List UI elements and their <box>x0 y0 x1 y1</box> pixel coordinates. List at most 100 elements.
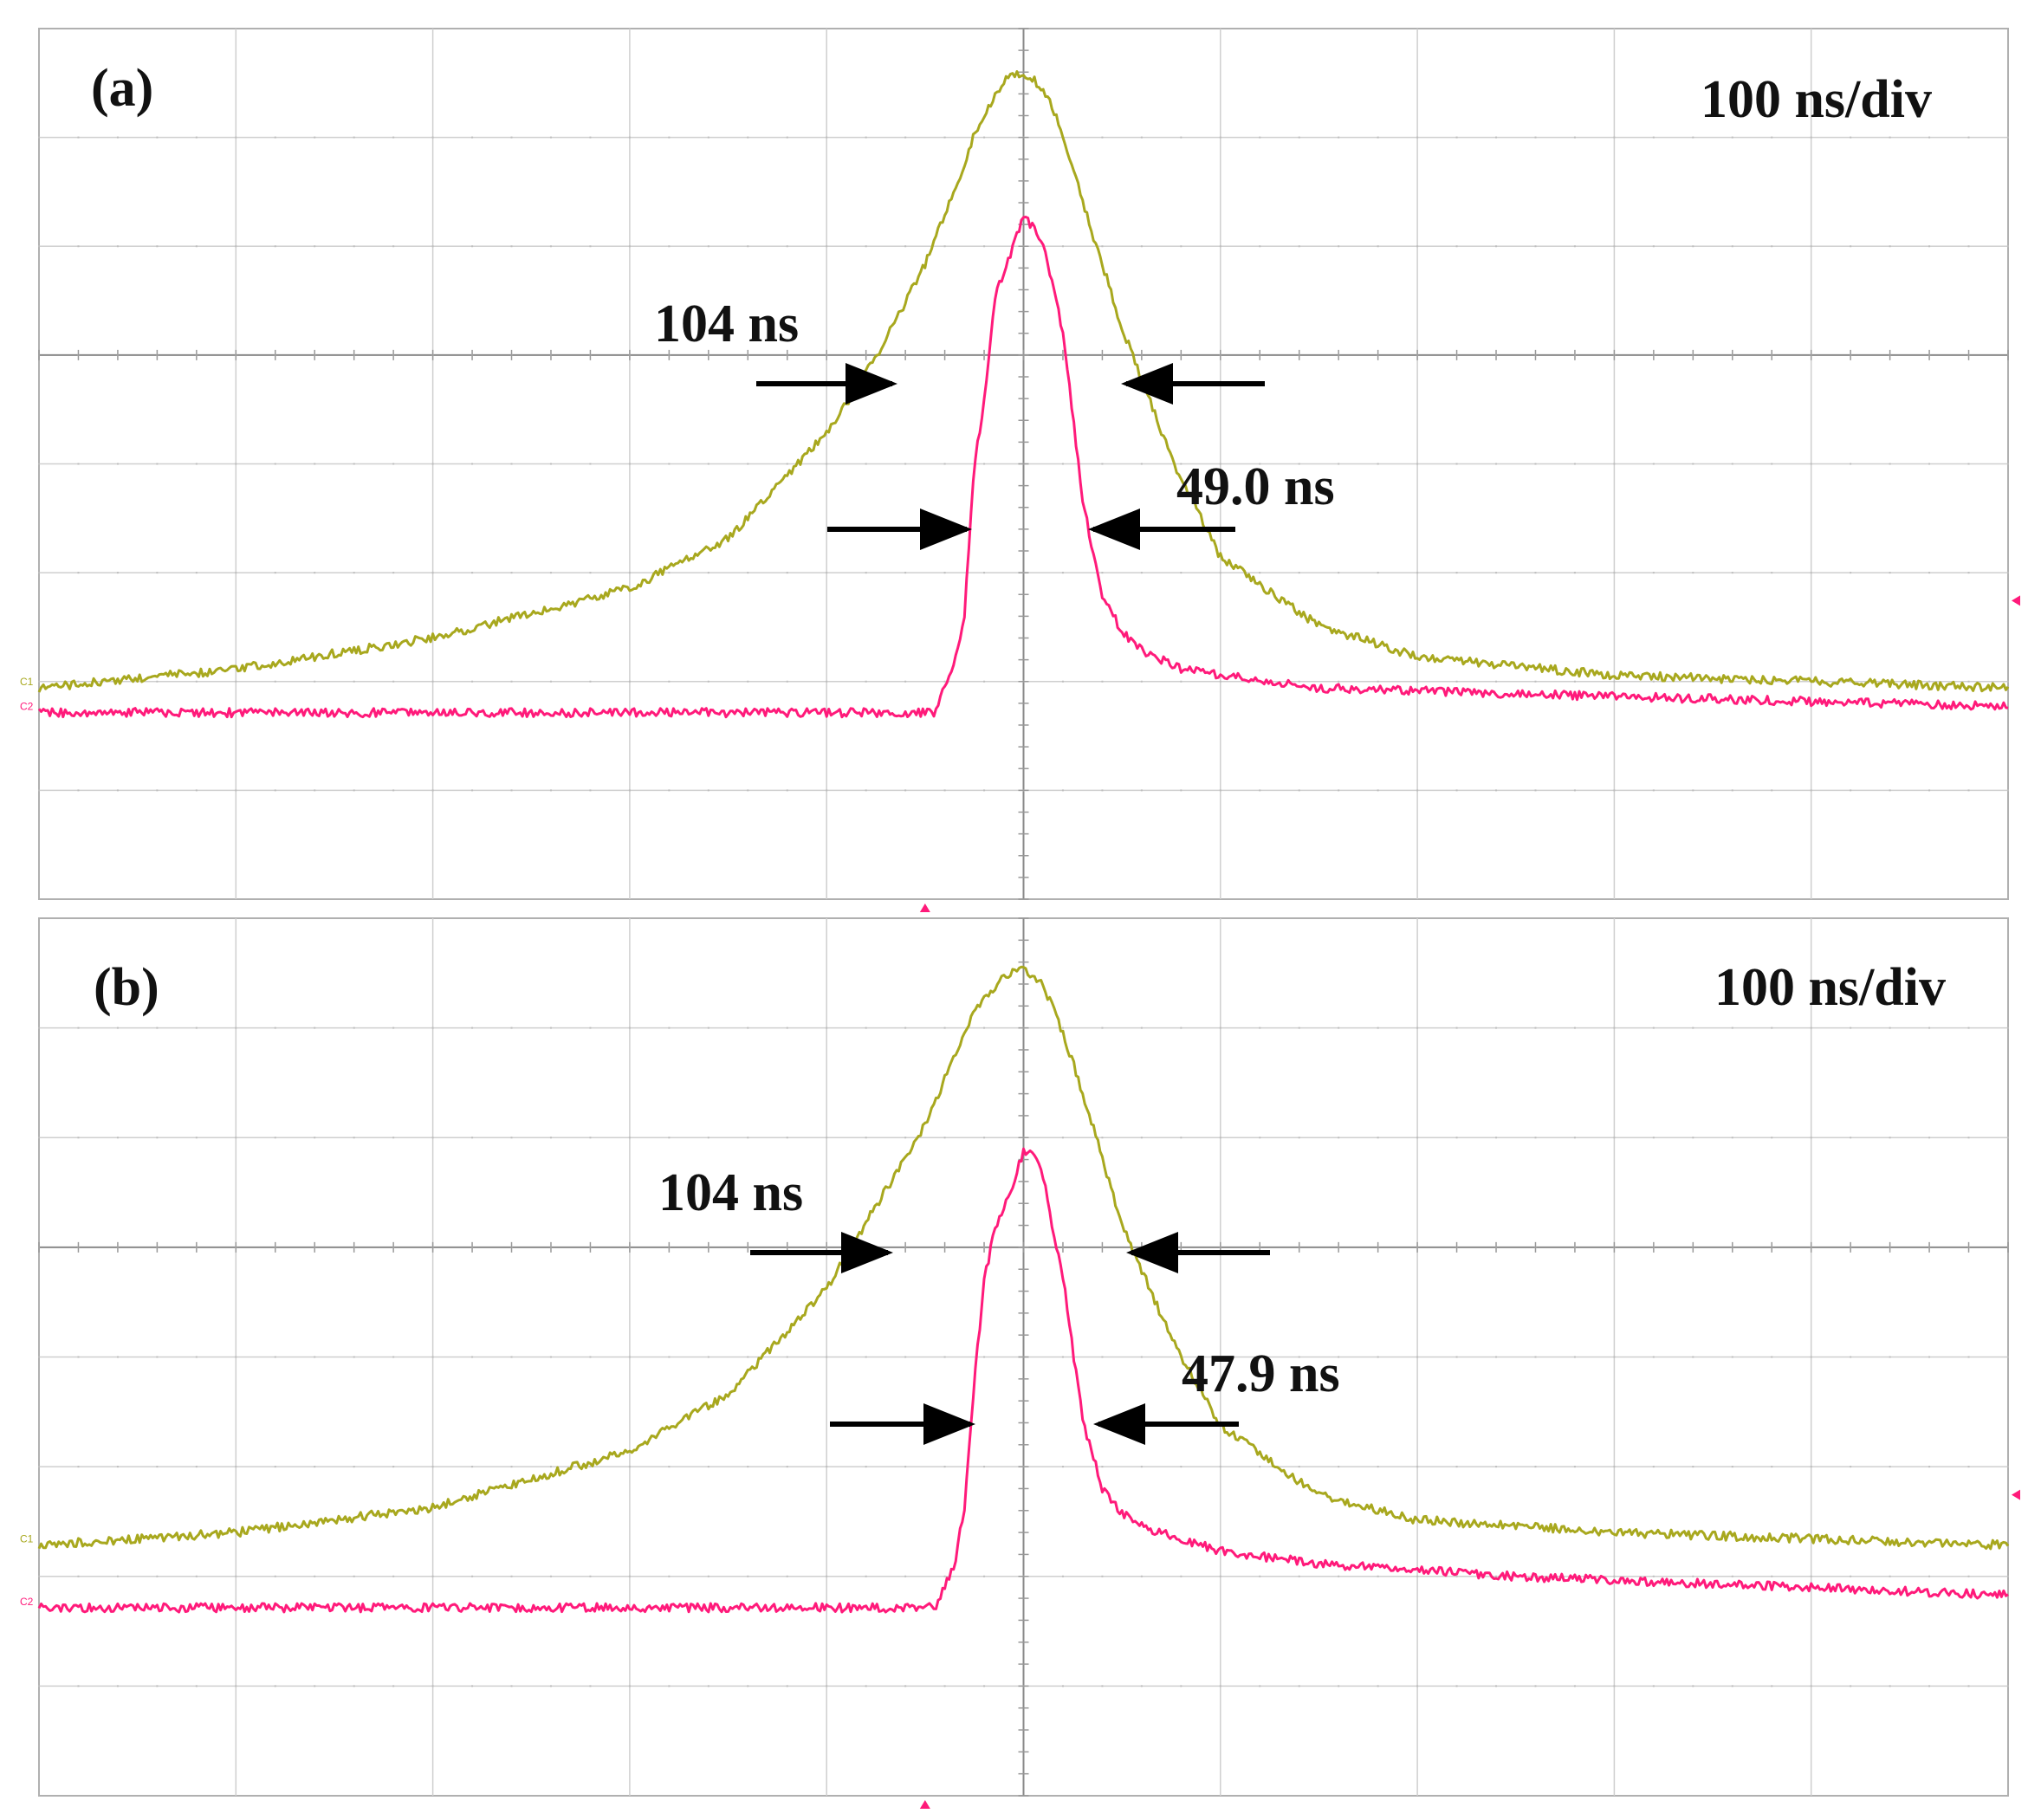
graticule-dot <box>668 1356 671 1358</box>
graticule-dot <box>1377 136 1379 139</box>
graticule-dot <box>392 1685 395 1687</box>
graticule-dot <box>1692 1575 1694 1577</box>
graticule-dot <box>195 572 198 574</box>
graticule-dot <box>1613 136 1616 139</box>
graticule-dot <box>1573 245 1576 248</box>
graticule-dot <box>314 1137 316 1139</box>
graticule-dot <box>1298 1466 1300 1468</box>
graticule-dot <box>1495 1575 1498 1577</box>
graticule-dot <box>865 680 867 683</box>
graticule-dot <box>1652 789 1655 792</box>
graticule-dot <box>116 789 119 792</box>
graticule-dot <box>1652 680 1655 683</box>
graticule-dot <box>2007 463 2009 465</box>
graticule-dot <box>1101 1685 1104 1687</box>
graticule-dot <box>1455 1685 1458 1687</box>
graticule-dot <box>510 136 513 139</box>
graticule-dot <box>1495 572 1498 574</box>
graticule-dot <box>904 1356 907 1358</box>
graticule-dot <box>2007 680 2009 683</box>
graticule-dot <box>786 463 788 465</box>
graticule-dot <box>195 1685 198 1687</box>
graticule-dot <box>1731 1575 1733 1577</box>
graticule-dot <box>1810 789 1812 792</box>
graticule-dot <box>1771 245 1773 248</box>
graticule-dot <box>1101 1027 1104 1029</box>
graticule-dot <box>392 1466 395 1468</box>
graticule-dot <box>471 245 474 248</box>
graticule-dot <box>1928 1685 1931 1687</box>
graticule-dot <box>707 1356 709 1358</box>
graticule-dot <box>38 1575 40 1577</box>
graticule-dot <box>1338 136 1340 139</box>
graticule-dot <box>353 136 355 139</box>
graticule-dot <box>431 1575 434 1577</box>
graticule-dot <box>983 136 986 139</box>
graticule-dot <box>471 572 474 574</box>
graticule-dot <box>1101 136 1104 139</box>
graticule-dot <box>1534 463 1537 465</box>
trigger-position-marker <box>919 904 930 912</box>
graticule-dot <box>1140 1356 1143 1358</box>
graticule-dot <box>1259 1575 1261 1577</box>
panel-a-c2-width-label: 49.0 ns <box>1176 457 1335 516</box>
graticule-dot <box>1140 789 1143 792</box>
graticule-dot <box>1810 136 1812 139</box>
graticule-dot <box>1967 1466 1970 1468</box>
panel-b-label: (b) <box>94 958 159 1017</box>
graticule-dot <box>1219 1027 1221 1029</box>
graticule-dot <box>1771 1027 1773 1029</box>
graticule-dot <box>1219 680 1221 683</box>
graticule-dot <box>116 1575 119 1577</box>
graticule-dot <box>943 1575 946 1577</box>
graticule-dot <box>589 680 592 683</box>
graticule-dot <box>747 1137 749 1139</box>
graticule-dot <box>38 1685 40 1687</box>
graticule-dot <box>431 1356 434 1358</box>
graticule-dot <box>1061 1466 1064 1468</box>
graticule-dot <box>904 1575 907 1577</box>
graticule-dot <box>1377 1575 1379 1577</box>
graticule-dot <box>235 1575 237 1577</box>
graticule-dot <box>904 1685 907 1687</box>
graticule-dot <box>628 136 631 139</box>
graticule-dot <box>1613 1685 1616 1687</box>
graticule-dot <box>392 1575 395 1577</box>
graticule-dot <box>1338 1027 1340 1029</box>
graticule-dot <box>1338 1575 1340 1577</box>
graticule-dot <box>1416 1575 1419 1577</box>
graticule-dot <box>1180 463 1182 465</box>
graticule-dot <box>707 1137 709 1139</box>
graticule-dot <box>943 1137 946 1139</box>
graticule-dot <box>826 1356 828 1358</box>
graticule-dot <box>1259 1027 1261 1029</box>
graticule-dot <box>1850 463 1852 465</box>
graticule-dot <box>904 680 907 683</box>
graticule-dot <box>589 789 592 792</box>
graticule-dot <box>1219 463 1221 465</box>
graticule-dot <box>628 1575 631 1577</box>
graticule-dot <box>549 1356 552 1358</box>
graticule-dot <box>471 1575 474 1577</box>
graticule-dot <box>1928 1575 1931 1577</box>
graticule-dot <box>1652 1575 1655 1577</box>
graticule-dot <box>1338 789 1340 792</box>
graticule-dot <box>1573 789 1576 792</box>
graticule-dot <box>589 1685 592 1687</box>
graticule-dot <box>1101 1466 1104 1468</box>
graticule-dot <box>549 680 552 683</box>
graticule-dot <box>983 245 986 248</box>
graticule-dot <box>1967 245 1970 248</box>
graticule-dot <box>1810 245 1812 248</box>
graticule-dot <box>77 463 80 465</box>
panel-b-c1-width-label: 104 ns <box>658 1163 803 1222</box>
graticule-dot <box>1061 1027 1064 1029</box>
graticule-dot <box>1455 463 1458 465</box>
graticule-dot <box>2007 1027 2009 1029</box>
graticule-dot <box>943 1356 946 1358</box>
graticule-dot <box>1101 789 1104 792</box>
graticule-dot <box>1219 136 1221 139</box>
graticule-dot <box>353 245 355 248</box>
graticule-dot <box>1377 463 1379 465</box>
graticule-dot <box>1101 572 1104 574</box>
